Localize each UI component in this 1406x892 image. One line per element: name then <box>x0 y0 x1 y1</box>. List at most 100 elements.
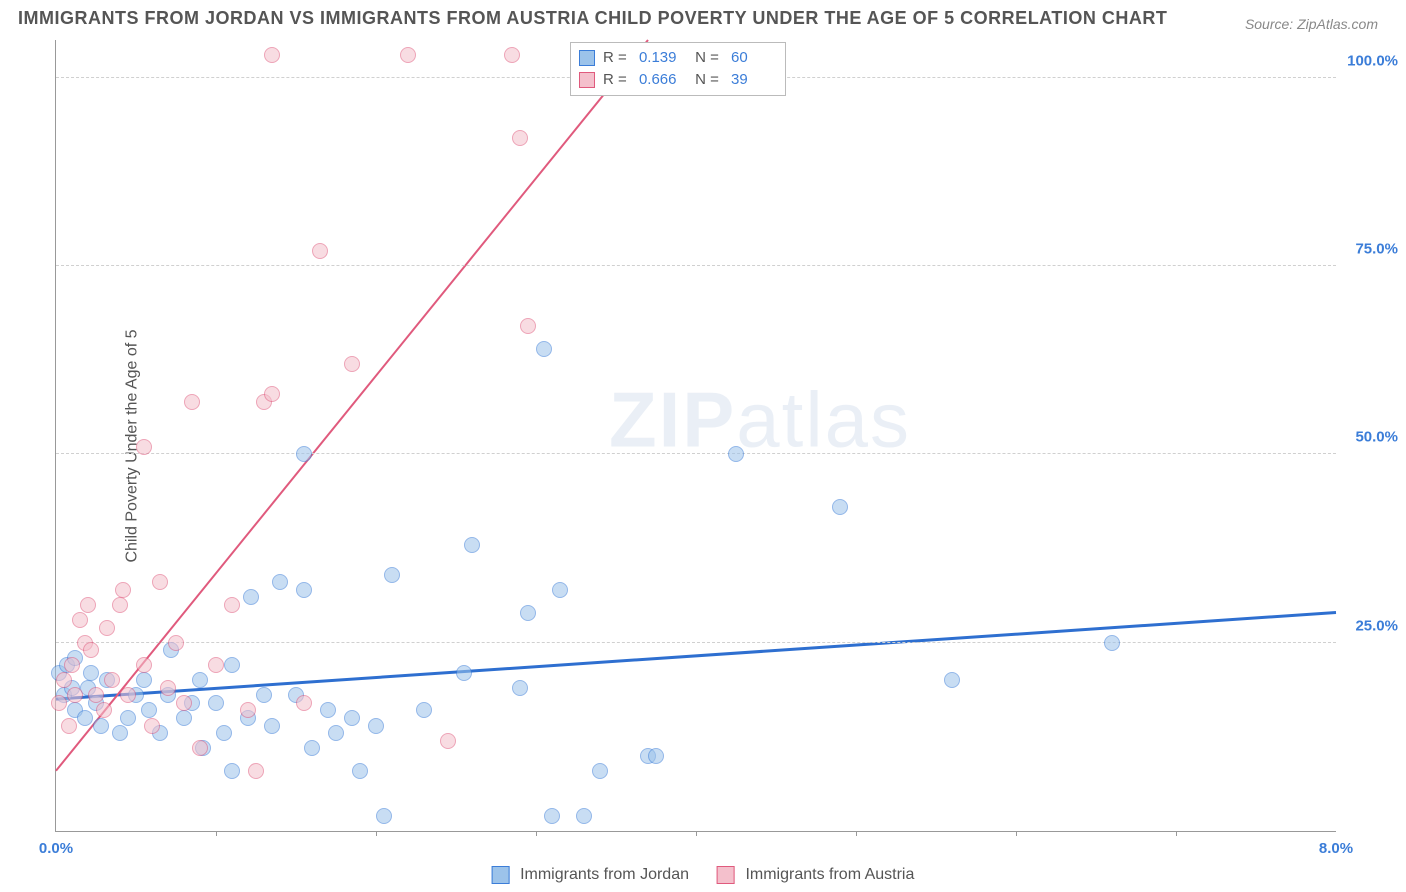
data-point <box>152 574 168 590</box>
data-point <box>264 386 280 402</box>
data-point <box>248 763 264 779</box>
data-point <box>192 740 208 756</box>
data-point <box>416 702 432 718</box>
chart-plot-area: ZIPatlas 25.0%50.0%75.0%100.0%0.0%8.0% <box>55 40 1336 832</box>
data-point <box>243 589 259 605</box>
stats-swatch-jordan <box>579 50 595 66</box>
data-point <box>88 687 104 703</box>
stats-legend-box: R = 0.139 N = 60 R = 0.666 N = 39 <box>570 42 786 96</box>
data-point <box>176 695 192 711</box>
data-point <box>64 657 80 673</box>
data-point <box>224 763 240 779</box>
data-point <box>184 394 200 410</box>
data-point <box>272 574 288 590</box>
data-point <box>136 657 152 673</box>
data-point <box>296 582 312 598</box>
data-point <box>264 718 280 734</box>
data-point <box>83 665 99 681</box>
data-point <box>456 665 472 681</box>
data-point <box>112 597 128 613</box>
x-tick <box>696 831 697 836</box>
data-point <box>144 718 160 734</box>
data-point <box>344 356 360 372</box>
data-point <box>384 567 400 583</box>
y-tick-label: 50.0% <box>1343 429 1398 446</box>
stats-row-jordan: R = 0.139 N = 60 <box>579 47 775 69</box>
data-point <box>440 733 456 749</box>
data-point <box>192 672 208 688</box>
x-tick-label: 8.0% <box>1319 840 1353 857</box>
data-point <box>72 612 88 628</box>
data-point <box>400 47 416 63</box>
data-point <box>168 635 184 651</box>
data-point <box>520 605 536 621</box>
chart-title: IMMIGRANTS FROM JORDAN VS IMMIGRANTS FRO… <box>18 8 1167 29</box>
data-point <box>240 702 256 718</box>
data-point <box>536 341 552 357</box>
data-point <box>67 687 83 703</box>
data-point <box>208 657 224 673</box>
y-tick-label: 100.0% <box>1343 52 1398 69</box>
watermark: ZIPatlas <box>609 374 911 465</box>
y-tick-label: 75.0% <box>1343 241 1398 258</box>
data-point <box>520 318 536 334</box>
data-point <box>136 439 152 455</box>
data-point <box>296 446 312 462</box>
data-point <box>296 695 312 711</box>
data-point <box>512 130 528 146</box>
data-point <box>104 672 120 688</box>
data-point <box>352 763 368 779</box>
stats-swatch-austria <box>579 72 595 88</box>
y-tick-label: 25.0% <box>1343 617 1398 634</box>
data-point <box>728 446 744 462</box>
data-point <box>99 620 115 636</box>
x-tick <box>536 831 537 836</box>
data-point <box>120 687 136 703</box>
data-point <box>56 672 72 688</box>
data-point <box>944 672 960 688</box>
trend-line <box>56 613 1336 700</box>
gridline <box>56 453 1336 454</box>
data-point <box>160 680 176 696</box>
data-point <box>312 243 328 259</box>
data-point <box>512 680 528 696</box>
legend-bottom: Immigrants from Jordan Immigrants from A… <box>492 866 915 884</box>
data-point <box>256 687 272 703</box>
data-point <box>224 597 240 613</box>
data-point <box>83 642 99 658</box>
data-point <box>320 702 336 718</box>
data-point <box>115 582 131 598</box>
data-point <box>80 597 96 613</box>
data-point <box>141 702 157 718</box>
data-point <box>328 725 344 741</box>
data-point <box>544 808 560 824</box>
data-point <box>61 718 77 734</box>
data-point <box>264 47 280 63</box>
data-point <box>93 718 109 734</box>
data-point <box>368 718 384 734</box>
data-point <box>96 702 112 718</box>
source-attribution: Source: ZipAtlas.com <box>1245 16 1378 32</box>
stat-r-jordan: 0.139 <box>639 47 683 69</box>
data-point <box>464 537 480 553</box>
data-point <box>224 657 240 673</box>
legend-swatch-austria <box>717 866 735 884</box>
stat-r-austria: 0.666 <box>639 69 683 91</box>
data-point <box>112 725 128 741</box>
data-point <box>576 808 592 824</box>
x-tick <box>856 831 857 836</box>
data-point <box>1104 635 1120 651</box>
x-tick <box>1016 831 1017 836</box>
gridline <box>56 265 1336 266</box>
data-point <box>136 672 152 688</box>
data-point <box>216 725 232 741</box>
data-point <box>208 695 224 711</box>
data-point <box>304 740 320 756</box>
legend-item-austria: Immigrants from Austria <box>717 866 914 884</box>
data-point <box>592 763 608 779</box>
legend-item-jordan: Immigrants from Jordan <box>492 866 689 884</box>
data-point <box>120 710 136 726</box>
x-tick <box>376 831 377 836</box>
data-point <box>504 47 520 63</box>
x-tick <box>1176 831 1177 836</box>
